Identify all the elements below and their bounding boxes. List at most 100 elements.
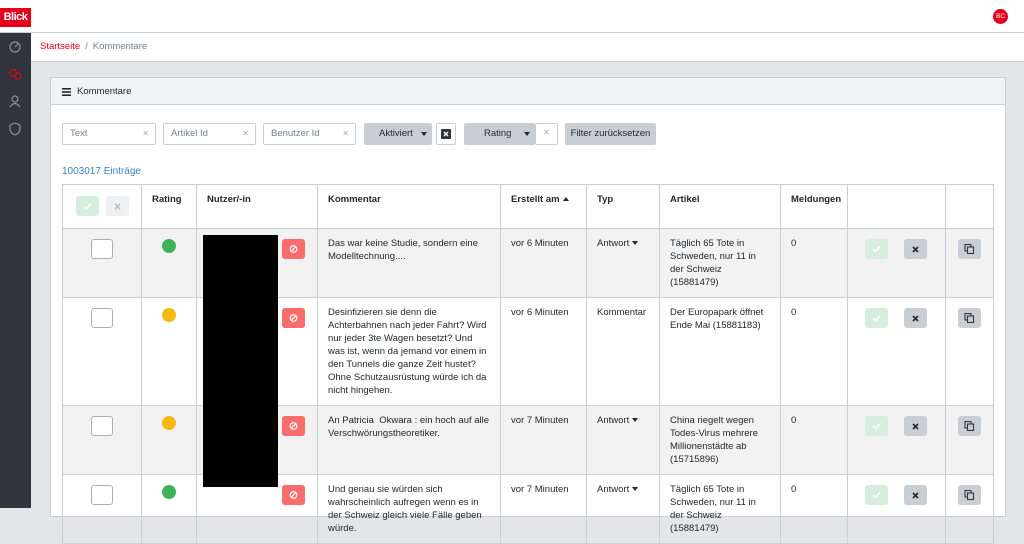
check-icon: [872, 491, 881, 499]
clear-icon[interactable]: ✕: [342, 129, 349, 138]
caret: [524, 132, 530, 136]
user-filter[interactable]: Benutzer Id ✕: [263, 123, 356, 145]
text-filter[interactable]: Text ✕: [62, 123, 156, 145]
created-time: vor 7 Minuten: [511, 484, 569, 495]
created-time: vor 7 Minuten: [511, 415, 569, 426]
type-caret[interactable]: [632, 241, 639, 246]
article-cell: China riegelt wegen Todes-Virus mehrere …: [659, 405, 781, 475]
type-cell: Antwort: [586, 405, 660, 475]
article-link[interactable]: China riegelt wegen Todes-Virus mehrere …: [670, 415, 759, 465]
logo[interactable]: Blick: [0, 8, 31, 27]
row-checkbox[interactable]: [91, 485, 113, 505]
report-count: 0: [791, 307, 797, 318]
type-label[interactable]: Antwort: [597, 484, 630, 495]
article-filter[interactable]: Artikel Id ✕: [163, 123, 256, 145]
column-header[interactable]: Kommentar: [317, 184, 501, 229]
copy-button[interactable]: [958, 239, 981, 259]
redaction: [203, 235, 278, 487]
row-checkbox[interactable]: [91, 308, 113, 328]
approve-button[interactable]: [865, 308, 888, 328]
copy-icon: [964, 313, 975, 323]
users-icon[interactable]: [9, 95, 21, 108]
breadcrumb-link[interactable]: Startseite: [40, 41, 81, 52]
ban-user-button[interactable]: [282, 416, 305, 436]
clear-icon: ✕: [543, 128, 550, 137]
reject-button[interactable]: [904, 485, 927, 505]
column-header[interactable]: Rating: [141, 184, 197, 229]
approve-button[interactable]: [865, 239, 888, 259]
type-label[interactable]: Antwort: [597, 238, 630, 249]
comments-icon[interactable]: [8, 68, 22, 80]
x-icon: [113, 203, 121, 210]
avatar[interactable]: BC: [993, 9, 1008, 24]
top-bar: Blick BC: [0, 0, 1024, 33]
reject-button[interactable]: [904, 239, 927, 259]
article-cell: Täglich 65 Tote in Schweden, nur 11 in d…: [659, 474, 781, 544]
approve-button[interactable]: [865, 416, 888, 436]
reject-button[interactable]: [904, 308, 927, 328]
article-link[interactable]: Täglich 65 Tote in Schweden, nur 11 in d…: [670, 484, 756, 534]
type-label[interactable]: Antwort: [597, 415, 630, 426]
sidebar: [0, 33, 31, 508]
copy-button[interactable]: [958, 485, 981, 505]
placeholder: Artikel Id: [171, 128, 208, 139]
clear-icon: [441, 129, 451, 139]
rating-dot: [162, 308, 176, 322]
ban-user-button[interactable]: [282, 239, 305, 259]
comment-text: An Patricia Okwara : ein hoch auf alle V…: [328, 415, 492, 439]
clear-icon[interactable]: ✕: [242, 129, 249, 138]
article-link[interactable]: Der Europapark öffnet Ende Mai (15881183…: [670, 307, 764, 331]
ban-icon: [289, 245, 298, 253]
report-count: 0: [791, 415, 797, 426]
copy-button[interactable]: [958, 308, 981, 328]
reset-button[interactable]: Filter zurücksetzen: [565, 123, 656, 145]
ban-icon: [289, 491, 298, 499]
comment-cell: Und genau sie würden sich wahrscheinlich…: [317, 474, 501, 544]
rating-dot: [162, 416, 176, 430]
comments-table: Rating Nutzer/-in Kommentar Erstellt am Typ A…: [62, 184, 994, 544]
column-header[interactable]: Artikel: [659, 184, 781, 229]
reports-cell: 0: [780, 228, 848, 298]
rating-select[interactable]: Rating: [464, 123, 535, 145]
entry-count: 1003017 Einträge: [62, 166, 141, 177]
row-checkbox[interactable]: [91, 239, 113, 259]
activated-clear[interactable]: [436, 123, 456, 145]
reports-cell: 0: [780, 405, 848, 475]
copy-button[interactable]: [958, 416, 981, 436]
placeholder: Text: [70, 128, 88, 139]
select-label: Rating: [484, 128, 512, 139]
type-caret[interactable]: [632, 487, 639, 492]
rating-clear[interactable]: ✕: [535, 123, 558, 145]
column-header[interactable]: Nutzer/-in: [196, 184, 318, 229]
shield-icon[interactable]: [9, 122, 21, 136]
activated-select[interactable]: Aktiviert: [364, 123, 432, 145]
column-header[interactable]: Erstellt am: [500, 184, 587, 229]
comment-cell: An Patricia Okwara : ein hoch auf alle V…: [317, 405, 501, 475]
comment-cell: Das war keine Studie, sondern eine Model…: [317, 228, 501, 298]
check-icon: [82, 202, 92, 210]
ban-user-button[interactable]: [282, 308, 305, 328]
type-caret[interactable]: [632, 418, 639, 423]
ban-user-button[interactable]: [282, 485, 305, 505]
rating-cell: [141, 405, 197, 475]
ban-icon: [289, 314, 298, 322]
comment-text: Und genau sie würden sich wahrscheinlich…: [328, 484, 485, 534]
actions-header: [847, 184, 946, 229]
clear-icon[interactable]: ✕: [142, 129, 149, 138]
article-link[interactable]: Täglich 65 Tote in Schweden, nur 11 in d…: [670, 238, 756, 288]
reject-all-button[interactable]: [105, 196, 129, 216]
row-checkbox[interactable]: [91, 416, 113, 436]
select-cell: [62, 297, 142, 406]
column-title: Rating: [152, 194, 182, 205]
column-header[interactable]: Meldungen: [780, 184, 848, 229]
comment-text: Das war keine Studie, sondern eine Model…: [328, 238, 481, 262]
copy-icon: [964, 421, 975, 431]
dashboard-icon[interactable]: [9, 41, 21, 53]
breadcrumb-separator: /: [85, 41, 88, 52]
column-title: Nutzer/-in: [207, 194, 251, 205]
reject-button[interactable]: [904, 416, 927, 436]
column-header[interactable]: Typ: [586, 184, 660, 229]
approve-button[interactable]: [865, 485, 888, 505]
approve-all-button[interactable]: [75, 196, 99, 216]
